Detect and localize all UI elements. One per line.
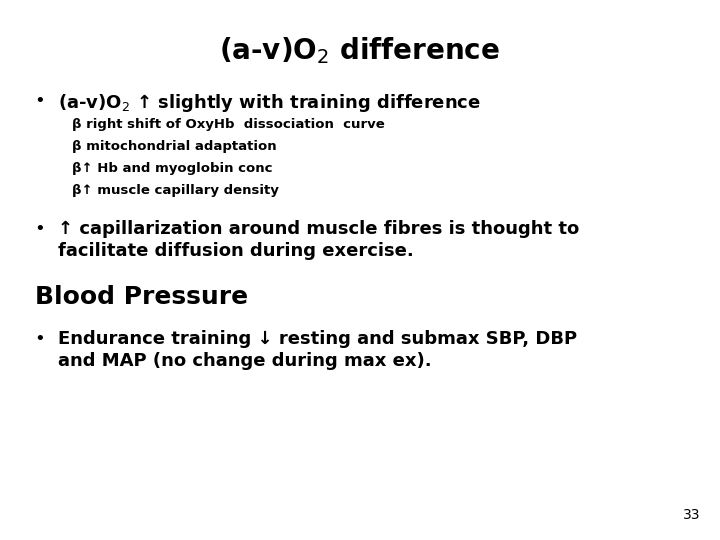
Text: (a-v)O$_2$ difference: (a-v)O$_2$ difference <box>220 35 500 66</box>
Text: Endurance training ↓ resting and submax SBP, DBP: Endurance training ↓ resting and submax … <box>58 330 577 348</box>
Text: •: • <box>35 330 45 348</box>
Text: facilitate diffusion during exercise.: facilitate diffusion during exercise. <box>58 242 414 260</box>
Text: β right shift of OxyHb  dissociation  curve: β right shift of OxyHb dissociation curv… <box>72 118 384 131</box>
Text: β mitochondrial adaptation: β mitochondrial adaptation <box>72 140 276 153</box>
Text: and MAP (no change during max ex).: and MAP (no change during max ex). <box>58 352 431 370</box>
Text: •: • <box>35 92 45 110</box>
Text: 33: 33 <box>683 508 700 522</box>
Text: (a-v)O$_2$ ↑ slightly with training difference: (a-v)O$_2$ ↑ slightly with training diff… <box>58 92 481 114</box>
Text: Blood Pressure: Blood Pressure <box>35 285 248 309</box>
Text: •: • <box>35 220 45 238</box>
Text: ↑ capillarization around muscle fibres is thought to: ↑ capillarization around muscle fibres i… <box>58 220 580 238</box>
Text: β↑ Hb and myoglobin conc: β↑ Hb and myoglobin conc <box>72 162 272 175</box>
Text: β↑ muscle capillary density: β↑ muscle capillary density <box>72 184 279 197</box>
